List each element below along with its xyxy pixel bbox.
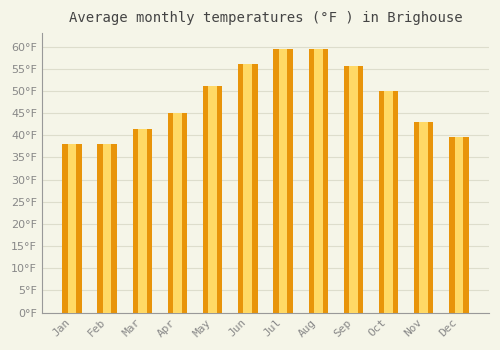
Bar	[62, 144, 82, 313]
Bar	[98, 144, 117, 313]
Bar	[132, 128, 152, 313]
Bar	[203, 86, 222, 313]
Bar	[344, 66, 363, 313]
Bar	[379, 91, 398, 313]
Bar	[414, 122, 434, 313]
Bar	[349, 66, 358, 313]
Bar	[168, 113, 187, 313]
Title: Average monthly temperatures (°F ) in Brighouse: Average monthly temperatures (°F ) in Br…	[68, 11, 462, 25]
Bar	[454, 138, 464, 313]
Bar	[314, 49, 322, 313]
Bar	[68, 144, 76, 313]
Bar	[308, 49, 328, 313]
Bar	[173, 113, 182, 313]
Bar	[244, 64, 252, 313]
Bar	[274, 49, 292, 313]
Bar	[238, 64, 258, 313]
Bar	[278, 49, 287, 313]
Bar	[138, 128, 146, 313]
Bar	[384, 91, 393, 313]
Bar	[420, 122, 428, 313]
Bar	[449, 138, 468, 313]
Bar	[103, 144, 112, 313]
Bar	[208, 86, 217, 313]
